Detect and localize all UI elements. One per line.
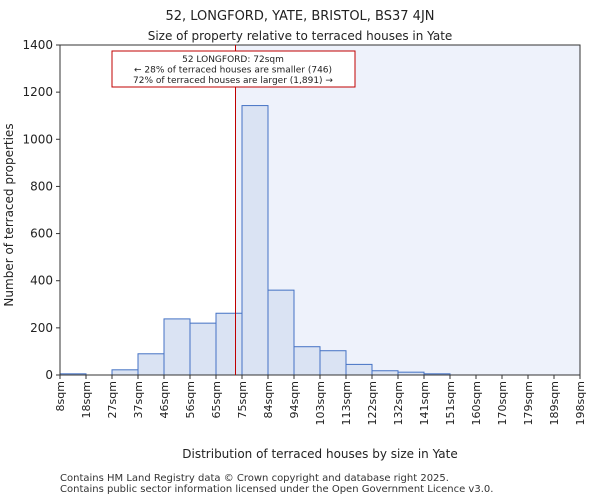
annotation-frame [111,50,356,88]
x-tick-label: 8sqm [54,381,67,411]
x-tick-label: 27sqm [106,381,119,418]
x-tick-label: 75sqm [236,381,249,418]
y-tick-label: 600 [30,227,53,241]
bar-65sqm [215,312,243,376]
x-tick-label: 122sqm [366,381,379,425]
annotation-line2: ← 28% of terraced houses are smaller (74… [134,66,332,76]
bar-46sqm [163,318,191,376]
annotation-line1: 52 LONGFORD: 72sqm [182,55,284,65]
x-tick-label: 151sqm [444,381,457,425]
bar-103sqm [319,350,347,376]
y-tick-label: 1000 [22,132,53,146]
x-tick-label: 189sqm [548,381,561,425]
footer-line1: Contains HM Land Registry data © Crown c… [60,473,449,484]
footer-line2: Contains public sector information licen… [60,484,494,495]
x-tick-label: 160sqm [470,381,483,425]
x-tick-label: 103sqm [314,381,327,425]
x-tick-label: 170sqm [496,381,509,425]
bar-84sqm [267,289,295,376]
x-tick-label: 65sqm [210,381,223,418]
bars [59,105,451,376]
bar-37sqm [137,353,165,376]
x-tick-label: 18sqm [80,381,93,418]
plot-frame [59,44,581,376]
x-tick-label: 132sqm [392,381,405,425]
chart-title: 52, LONGFORD, YATE, BRISTOL, BS37 4JN [165,9,434,24]
x-tick-label: 179sqm [522,381,535,425]
y-tick-label: 800 [30,179,53,193]
bar-27sqm [111,369,139,376]
bar-113sqm [345,363,373,376]
chart-subtitle: Size of property relative to terraced ho… [148,29,453,43]
x-tick-label: 198sqm [574,381,587,425]
bar-56sqm [189,322,217,376]
x-tick-label: 113sqm [340,381,353,425]
annotation-box: 52 LONGFORD: 72sqm ← 28% of terraced hou… [111,50,356,88]
x-tick-label: 94sqm [288,381,301,418]
y-tick-label: 400 [30,274,53,288]
y-axis-label: Number of terraced properties [2,123,16,306]
x-tick-label: 141sqm [418,381,431,425]
y-tick-label: 1400 [22,38,53,52]
x-tick-label: 84sqm [262,381,275,418]
y-axis: 0 200 400 600 800 1000 1200 1400 [22,38,60,382]
bar-122sqm [371,370,399,376]
y-tick-label: 0 [45,368,53,382]
x-tick-label: 46sqm [158,381,171,418]
bar-75sqm [241,105,269,376]
annotation-line3: 72% of terraced houses are larger (1,891… [133,76,333,86]
bar-94sqm [293,346,321,376]
x-tick-label: 56sqm [184,381,197,418]
x-axis-label: Distribution of terraced houses by size … [182,447,457,461]
x-tick-label: 37sqm [132,381,145,418]
x-axis: 8sqm 18sqm 27sqm 37sqm 46sqm 56sqm 65sqm 75sqm 8… [54,375,587,425]
y-tick-label: 200 [30,321,53,335]
y-tick-label: 1200 [22,85,53,99]
